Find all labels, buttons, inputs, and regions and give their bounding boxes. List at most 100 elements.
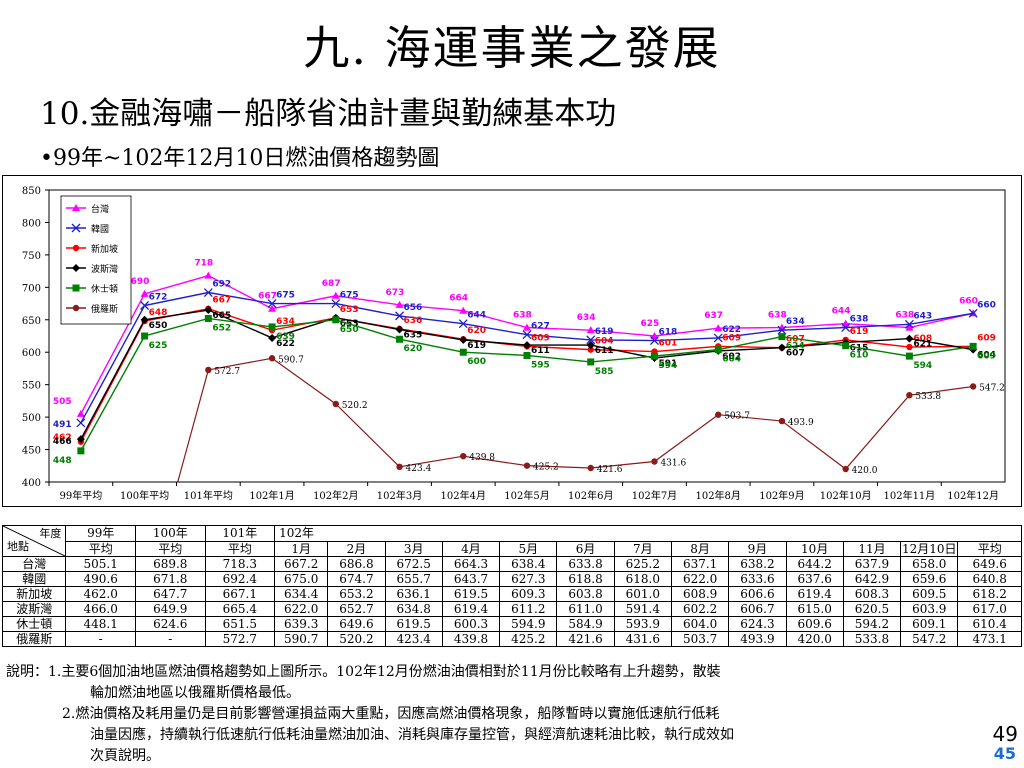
note-prefix: 說明： (6, 664, 48, 680)
legend-label: 新加坡 (91, 243, 118, 255)
data-label: 625 (640, 319, 659, 329)
table-cell: 425.2 (499, 631, 558, 647)
table-cell: 503.7 (670, 631, 730, 647)
x-tick-label: 102年3月 (377, 489, 422, 502)
table-cell: 619.5 (384, 616, 443, 632)
point-marker (968, 308, 978, 318)
data-label: 664 (449, 294, 468, 304)
table-cell: 620.5 (842, 601, 902, 617)
table-cell: 637.9 (842, 556, 902, 572)
table-cell: 604.0 (670, 616, 730, 632)
data-label: 466 (53, 437, 72, 447)
point-marker (72, 304, 80, 312)
y-tick-label: 750 (22, 251, 41, 262)
year-sub-100: 平均 (134, 540, 206, 557)
point-marker (268, 333, 277, 342)
point-marker (587, 358, 595, 366)
data-label: 625 (149, 341, 168, 351)
x-tick-label: 102年1月 (249, 489, 294, 502)
x-tick-label: 102年6月 (568, 489, 613, 502)
data-label: 594 (658, 361, 677, 371)
point-marker (332, 400, 339, 408)
table-cell: 572.7 (204, 631, 276, 647)
data-label: 421.6 (597, 465, 623, 475)
notes: 說明：1.主要6個加油地區燃油價格趨勢如上圖所示。102年12月份燃油油價相對於… (6, 662, 996, 767)
month-header: 11月 (842, 540, 902, 557)
table-cell: 520.2 (327, 631, 386, 647)
table-cell: 637.6 (785, 571, 844, 587)
point-marker (204, 306, 213, 315)
data-label: 607 (786, 349, 805, 359)
point-marker (969, 383, 977, 390)
point-marker (459, 348, 467, 356)
data-label: 600 (467, 357, 486, 367)
table-cell: 431.6 (613, 631, 672, 647)
data-label: 656 (404, 303, 423, 313)
note-2-line-a: 2.燃油價格及耗用量仍是目前影響營運損益兩大重點，因應高燃油價格現象，船隊暫時以… (62, 706, 720, 722)
point-marker (72, 244, 80, 252)
point-marker (650, 352, 658, 360)
point-marker (841, 323, 851, 333)
data-label: 665 (212, 311, 231, 321)
table-cell: 602.2 (670, 601, 730, 617)
year-sub-99: 平均 (65, 540, 136, 557)
table-cell: 448.1 (65, 616, 136, 632)
month-header: 6月 (556, 540, 615, 557)
month-header: 3月 (384, 540, 443, 557)
table-cell: 624.6 (134, 616, 206, 632)
table-row: 俄羅斯 - -572.7 590.7 520.2 423.4 439.8 425.2 421.6… (1, 631, 1022, 647)
point-marker (268, 304, 277, 312)
table-header-row-2: 平均 平均 平均 1月 2月 3月 4月 5月 6月 7月 8月 9月 10月 11月 12月10日平… (3, 540, 1022, 557)
data-label: 638 (768, 311, 787, 321)
table-cell: 665.4 (204, 601, 276, 617)
x-tick-label: 102年8月 (695, 489, 740, 502)
data-label: 627 (531, 322, 550, 332)
table-cell: 649.6 (327, 616, 386, 632)
data-label: 638 (895, 311, 914, 321)
point-marker (906, 343, 913, 351)
data-label: 637 (704, 311, 723, 321)
table-cell: 619.4 (785, 586, 844, 602)
table-cell: 619.5 (441, 586, 501, 602)
point-marker (72, 284, 80, 292)
table-cell: 533.8 (842, 631, 902, 647)
point-marker (586, 335, 596, 345)
y-tick-label: 800 (22, 218, 41, 229)
data-label: 634 (786, 317, 805, 327)
table-cell: 493.9 (728, 631, 787, 647)
table-cell: 651.5 (204, 616, 276, 632)
data-label: 611 (595, 346, 614, 356)
table-cell: 674.7 (327, 571, 386, 587)
corner-location-label: 地點 (7, 540, 29, 553)
data-label: 660 (959, 296, 978, 306)
point-marker (650, 336, 659, 346)
legend-label: 波斯灣 (91, 263, 118, 275)
data-label: 636 (404, 316, 423, 326)
point-marker (141, 332, 149, 340)
x-tick-label: 102年4月 (441, 489, 486, 502)
row-location: 台灣 (1, 556, 67, 572)
point-marker (396, 335, 404, 343)
data-label: 692 (212, 280, 231, 290)
data-label: 611 (531, 346, 550, 356)
series-line-segment (177, 369, 209, 483)
data-label: 619 (850, 327, 869, 337)
row-location: 波斯灣 (1, 601, 67, 617)
table-cell: 655.7 (384, 571, 443, 587)
x-tick-label: 101年平均 (184, 489, 233, 502)
data-label: 644 (832, 307, 851, 317)
table-cell: 637.1 (670, 556, 730, 572)
point-marker (140, 315, 149, 324)
table-cell: 421.6 (556, 631, 615, 647)
month-header: 1月 (274, 540, 329, 557)
point-marker (522, 330, 532, 340)
point-marker (523, 341, 531, 350)
table-cell: 439.8 (441, 631, 501, 647)
data-label: 653 (340, 305, 359, 315)
data-label: 591 (658, 359, 677, 369)
table-cell: 634.4 (274, 586, 329, 602)
y-tick-label: 850 (22, 186, 41, 197)
point-marker (651, 458, 658, 465)
table-cell: 600.3 (441, 616, 501, 632)
point-marker (778, 333, 786, 341)
